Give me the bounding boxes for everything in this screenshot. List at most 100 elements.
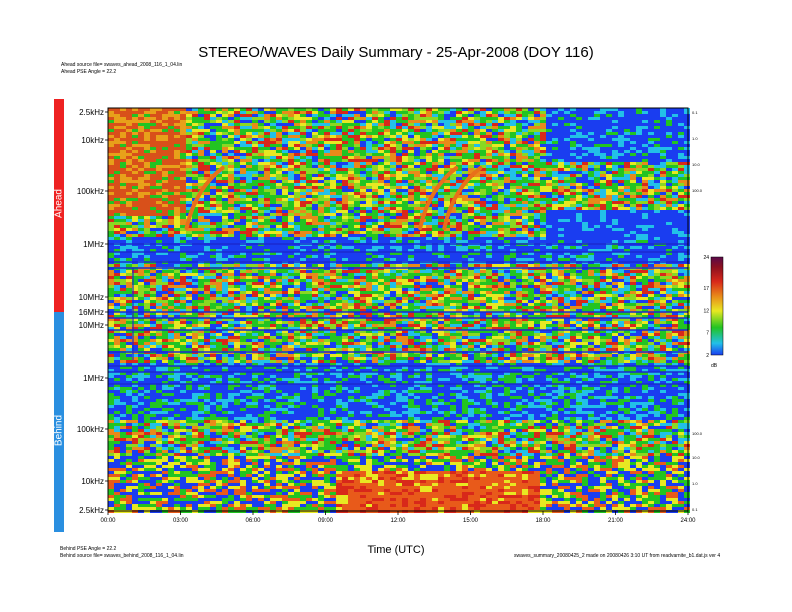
spectrogram-cell	[234, 144, 240, 147]
spectrogram-cell	[318, 132, 324, 135]
spectrogram-cell	[210, 204, 216, 207]
spectrogram-cell	[132, 234, 138, 237]
spectrogram-cell	[180, 240, 186, 243]
spectrogram-cell	[450, 147, 456, 150]
spectrogram-cell	[216, 150, 222, 153]
spectrogram-cell	[156, 171, 162, 174]
spectrogram-cell	[318, 111, 324, 114]
spectrogram-cell	[324, 186, 330, 189]
spectrogram-cell	[474, 216, 480, 219]
spectrogram-cell	[456, 246, 462, 249]
spectrogram-cell	[330, 141, 336, 144]
spectrogram-cell	[252, 177, 258, 180]
spectrogram-cell	[606, 120, 612, 123]
spectrogram-cell	[402, 141, 408, 144]
spectrogram-cell	[396, 162, 402, 165]
spectrogram-cell	[480, 204, 486, 207]
spectrogram-cell	[624, 120, 630, 123]
spectrogram-cell	[492, 171, 498, 174]
spectrogram-cell	[492, 132, 498, 135]
spectrogram-cell	[426, 177, 432, 180]
spectrogram-cell	[636, 117, 642, 120]
spectrogram-cell	[288, 225, 294, 228]
spectrogram-cell	[204, 162, 210, 165]
spectrogram-cell	[414, 225, 420, 228]
spectrogram-cell	[396, 129, 402, 132]
spectrogram-cell	[294, 120, 300, 123]
spectrogram-cell	[294, 258, 300, 261]
spectrogram-cell	[552, 111, 558, 114]
spectrogram-cell	[354, 177, 360, 180]
spectrogram-cell	[666, 180, 672, 183]
spectrogram-cell	[642, 156, 648, 159]
spectrogram-cell	[420, 174, 426, 177]
spectrogram-cell	[390, 138, 396, 141]
spectrogram-cell	[540, 201, 546, 204]
spectrogram-cell	[540, 216, 546, 219]
spectrogram-cell	[288, 171, 294, 174]
spectrogram-cell	[546, 111, 552, 114]
spectrogram-cell	[642, 192, 648, 195]
spectrogram-cell	[360, 141, 366, 144]
spectrogram-cell	[204, 117, 210, 120]
spectrogram-cell	[594, 186, 600, 189]
spectrogram-cell	[444, 237, 450, 240]
spectrogram-cell	[600, 234, 606, 237]
spectrogram-cell	[546, 153, 552, 156]
spectrogram-cell	[444, 249, 450, 252]
spectrogram-cell	[126, 213, 132, 216]
spectrogram-cell	[594, 249, 600, 252]
spectrogram-cell	[162, 228, 168, 231]
spectrogram-cell	[360, 156, 366, 159]
spectrogram-cell	[648, 174, 654, 177]
spectrogram-cell	[294, 171, 300, 174]
spectrogram-cell	[684, 258, 690, 261]
spectrogram-cell	[462, 120, 468, 123]
spectrogram-cell	[558, 189, 564, 192]
spectrogram-cell	[612, 249, 618, 252]
spectrogram-cell	[648, 144, 654, 147]
spectrogram-cell	[570, 123, 576, 126]
spectrogram-cell	[282, 186, 288, 189]
spectrogram-cell	[486, 255, 492, 258]
spectrogram-cell	[648, 255, 654, 258]
spectrogram-cell	[204, 189, 210, 192]
spectrogram-cell	[360, 213, 366, 216]
spectrogram-cell	[258, 189, 264, 192]
spectrogram-cell	[618, 198, 624, 201]
spectrogram-cell	[462, 186, 468, 189]
spectrogram-cell	[558, 258, 564, 261]
spectrogram-cell	[570, 162, 576, 165]
spectrogram-cell	[150, 165, 156, 168]
spectrogram-cell	[636, 258, 642, 261]
spectrogram-cell	[582, 222, 588, 225]
spectrogram-cell	[276, 114, 282, 117]
behind-band	[54, 312, 64, 532]
spectrogram-cell	[600, 132, 606, 135]
spectrogram-cell	[192, 240, 198, 243]
spectrogram-cell	[552, 240, 558, 243]
spectrogram-cell	[348, 111, 354, 114]
spectrogram-cell	[204, 177, 210, 180]
spectrogram-cell	[342, 240, 348, 243]
spectrogram-cell	[342, 147, 348, 150]
spectrogram-cell	[366, 228, 372, 231]
spectrogram-cell	[486, 183, 492, 186]
spectrogram-cell	[228, 159, 234, 162]
spectrogram-cell	[510, 192, 516, 195]
spectrogram-cell	[354, 183, 360, 186]
spectrogram-cell	[330, 159, 336, 162]
spectrogram-cell	[198, 135, 204, 138]
spectrogram-cell	[240, 189, 246, 192]
spectrogram-cell	[438, 123, 444, 126]
spectrogram-cell	[396, 114, 402, 117]
spectrogram-cell	[282, 195, 288, 198]
spectrogram-cell	[354, 213, 360, 216]
spectrogram-cell	[546, 258, 552, 261]
spectrogram-cell	[672, 174, 678, 177]
spectrogram-cell	[150, 186, 156, 189]
spectrogram-cell	[558, 171, 564, 174]
spectrogram-cell	[228, 138, 234, 141]
spectrogram-cell	[156, 165, 162, 168]
spectrogram-cell	[108, 153, 114, 156]
